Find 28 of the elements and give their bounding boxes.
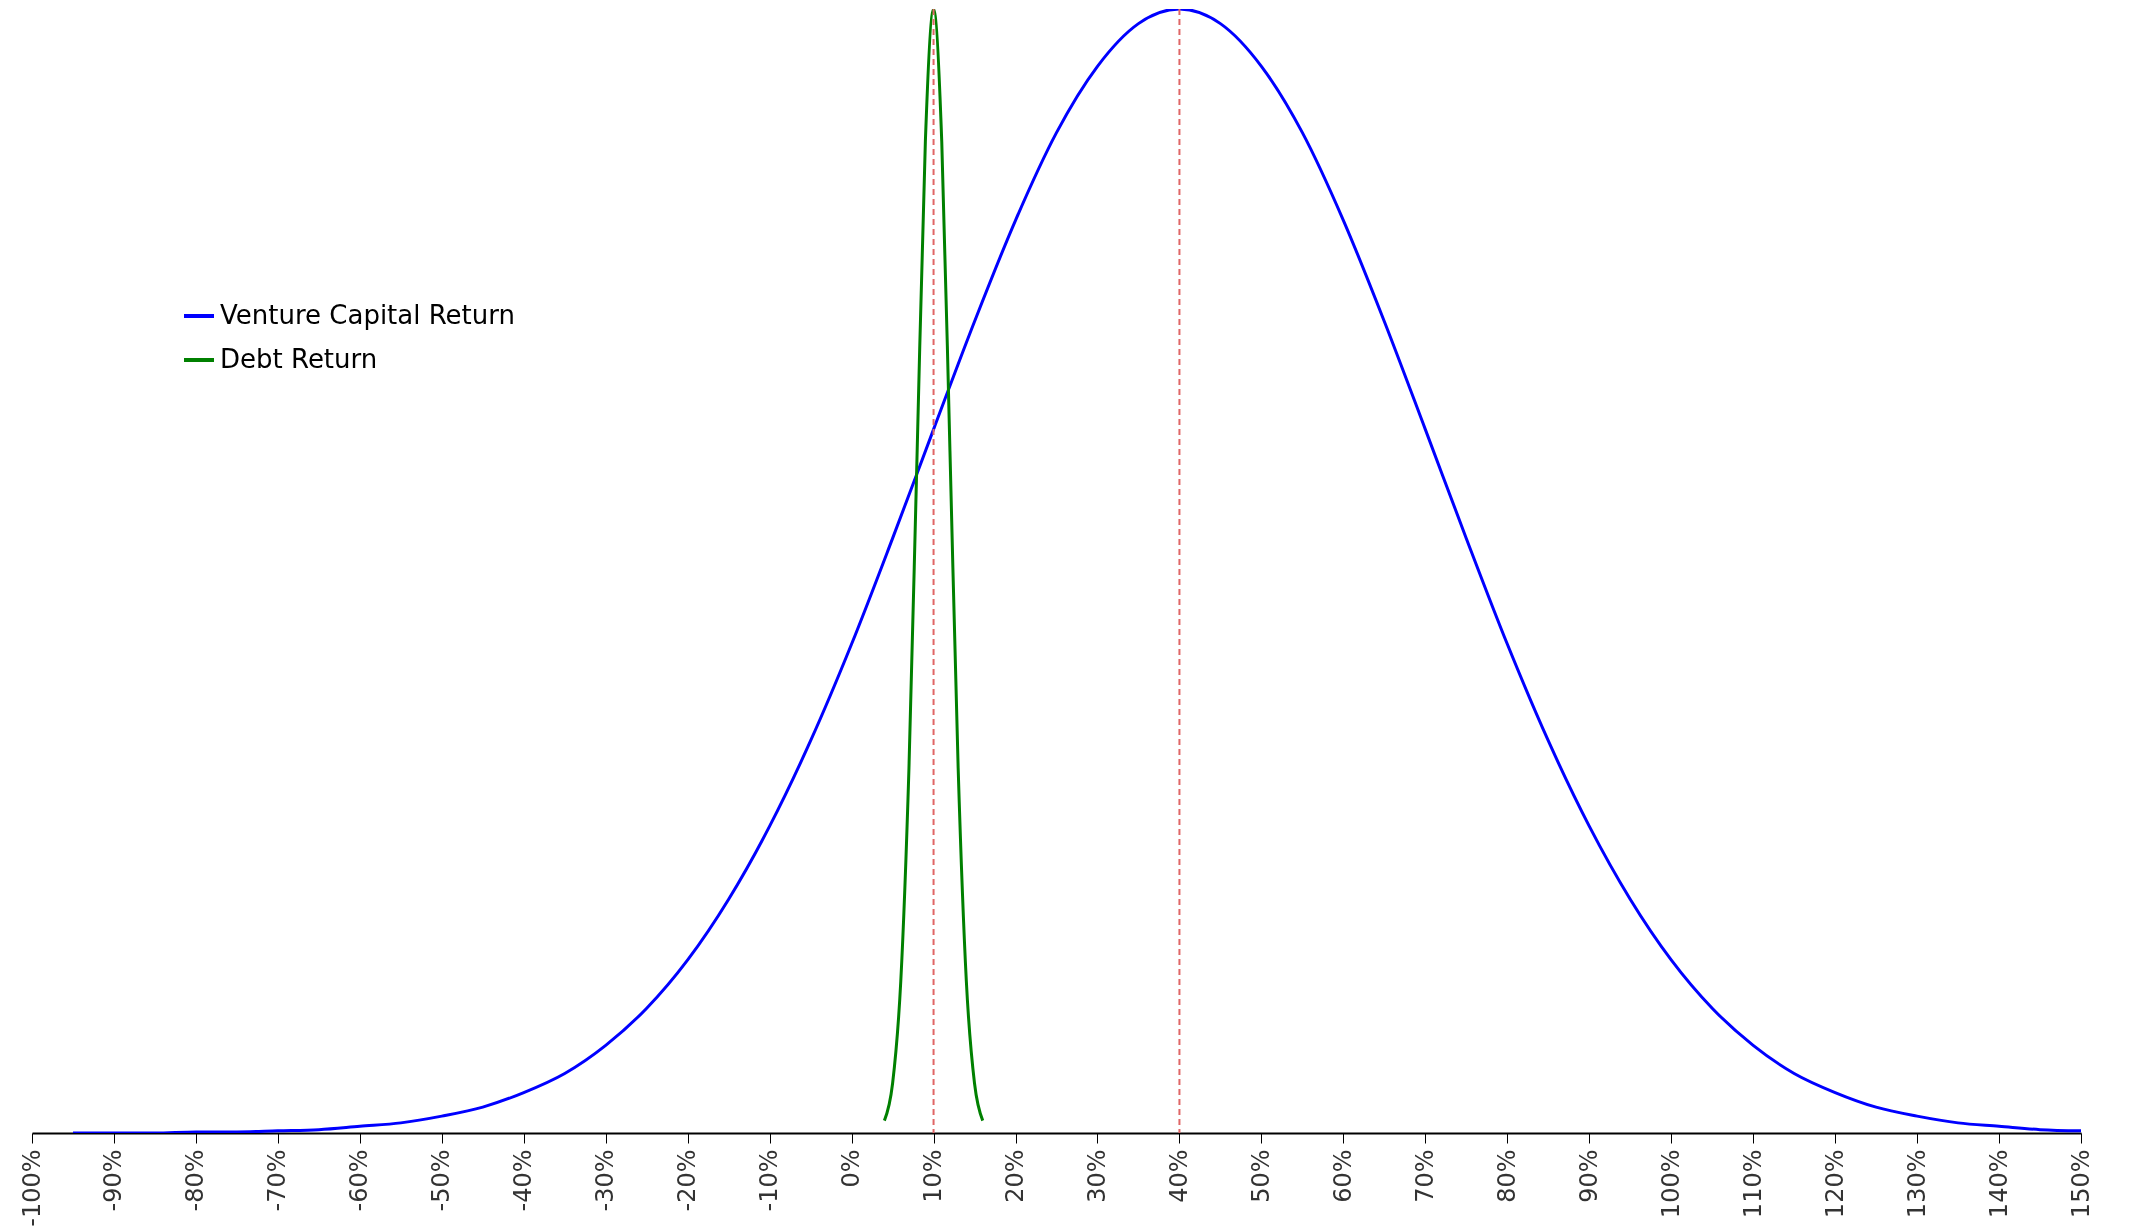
x-tick-label: -10% <box>755 1149 784 1212</box>
x-tick-label: 0% <box>837 1149 866 1188</box>
x-tick-label: -90% <box>99 1149 128 1212</box>
x-tick-label: 40% <box>1164 1149 1193 1203</box>
x-tick-label: 110% <box>1738 1149 1767 1219</box>
x-tick-label: -60% <box>345 1149 374 1212</box>
x-tick-label: -50% <box>427 1149 456 1212</box>
legend-label: Venture Capital Return <box>220 300 516 330</box>
x-tick-label: -20% <box>673 1149 702 1212</box>
x-tick-label: -100% <box>17 1149 46 1227</box>
x-tick-label: 90% <box>1574 1149 1603 1203</box>
x-tick-label: 50% <box>1246 1149 1275 1203</box>
x-tick-label: 140% <box>1984 1149 2013 1219</box>
x-tick-label: 120% <box>1820 1149 1849 1219</box>
x-tick-label: 20% <box>1001 1149 1030 1203</box>
x-tick-label: 130% <box>1902 1149 1931 1219</box>
x-tick-label: -80% <box>181 1149 210 1212</box>
x-tick-label: -30% <box>591 1149 620 1212</box>
x-tick-label: 60% <box>1328 1149 1357 1203</box>
x-tick-label: 150% <box>2066 1149 2095 1219</box>
x-tick-label: 100% <box>1656 1149 1685 1219</box>
legend-label: Debt Return <box>220 344 378 374</box>
x-tick-label: -70% <box>263 1149 292 1212</box>
x-tick-label: 70% <box>1410 1149 1439 1203</box>
x-tick-label: -40% <box>509 1149 538 1212</box>
x-tick-label: 80% <box>1492 1149 1521 1203</box>
x-tick-label: 30% <box>1082 1149 1111 1203</box>
x-tick-label: 10% <box>919 1149 948 1203</box>
